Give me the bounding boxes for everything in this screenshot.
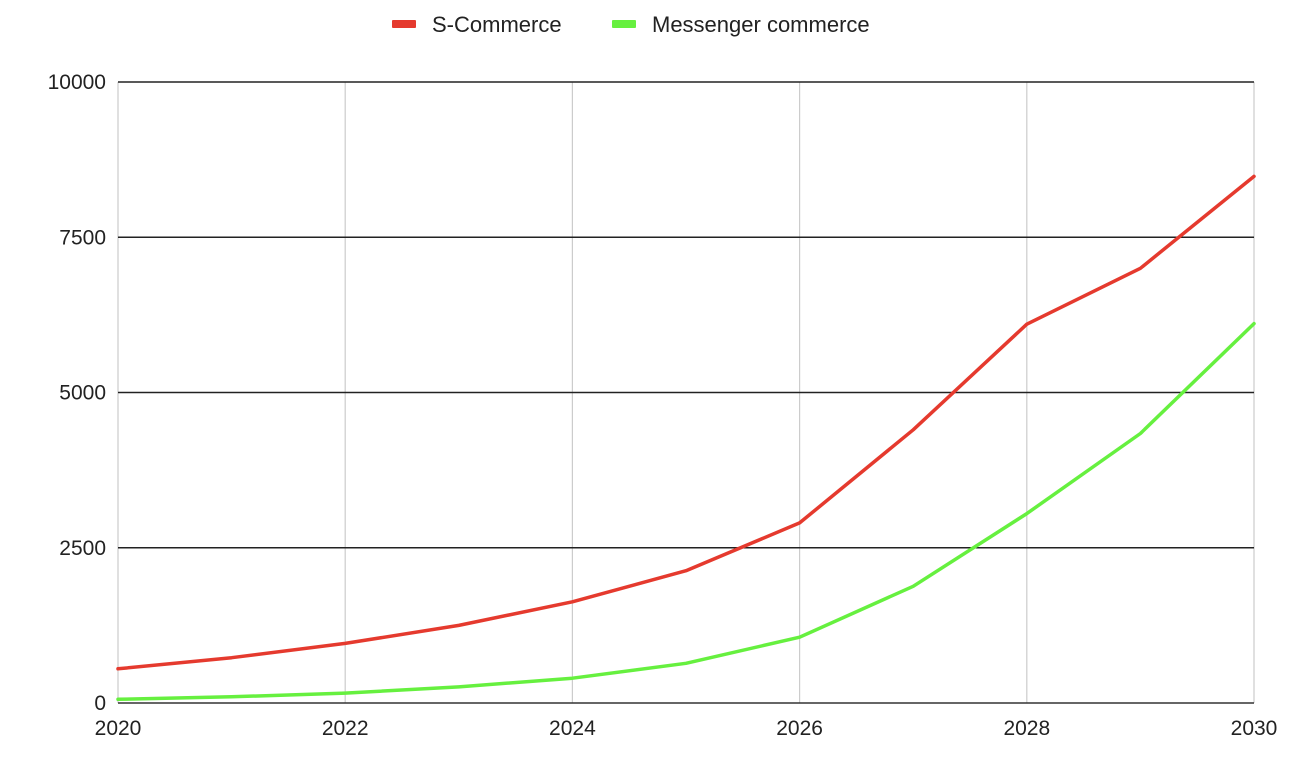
grid: [117, 81, 1255, 703]
x-tick-label: 2020: [95, 717, 142, 740]
legend: S-Commerce Messenger commerce: [392, 12, 870, 37]
x-tick-label: 2022: [322, 717, 369, 740]
legend-swatch-1: [392, 20, 416, 28]
y-tick-label: 5000: [59, 382, 106, 405]
legend-label-2: Messenger commerce: [652, 12, 870, 37]
tick-labels: 0 2500 5000 7500 10000 2020 2022 2024 2026 2028 20…: [48, 71, 1278, 740]
series-line-1: [116, 174, 1256, 671]
series-line-2: [116, 321, 1256, 702]
y-tick-label: 2500: [59, 537, 106, 560]
series-lines: [116, 174, 1256, 702]
legend-label-1: S-Commerce: [432, 12, 562, 37]
y-tick-label: 0: [94, 692, 106, 715]
x-tick-label: 2026: [776, 717, 823, 740]
y-tick-label: 10000: [48, 71, 106, 94]
x-tick-label: 2030: [1231, 717, 1278, 740]
x-tick-label: 2024: [549, 717, 596, 740]
legend-swatch-2: [612, 20, 636, 28]
x-tick-label: 2028: [1003, 717, 1050, 740]
y-tick-label: 7500: [59, 226, 106, 249]
